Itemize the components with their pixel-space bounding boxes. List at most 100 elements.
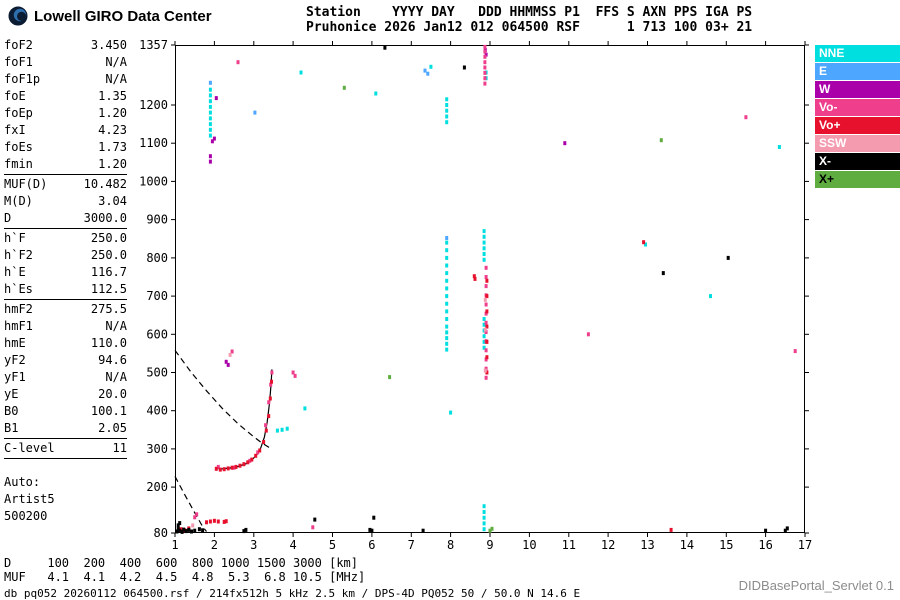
echo-point-nne <box>445 120 449 125</box>
x-tick-label: 13 <box>640 538 654 552</box>
y-tick-label: 500 <box>146 366 168 380</box>
echo-point-nne <box>445 278 449 283</box>
echo-point-vo <box>267 414 271 419</box>
echo-point-vo <box>484 311 488 316</box>
echo-point-vo <box>248 458 252 463</box>
echo-point-vo <box>216 464 220 469</box>
echo-point-vo <box>236 60 240 65</box>
echo-point-vo <box>226 466 230 471</box>
trace-low-frequency-dashed <box>174 476 207 532</box>
dmuf-table: D 100 200 400 600 800 1000 1500 3000 [km… <box>4 556 366 584</box>
echo-point-vo <box>262 440 266 444</box>
y-tick-label: 300 <box>146 442 168 456</box>
parameter-label: yE <box>4 387 19 401</box>
echo-point-x <box>178 528 182 533</box>
parameter-value: N/A <box>105 370 127 384</box>
echo-point-w <box>563 141 567 146</box>
echo-point-vo <box>214 466 218 471</box>
parameter-row-hmf2: hmF2 275.5 <box>4 301 127 318</box>
echo-point-nne <box>445 324 449 329</box>
echo-point-x <box>783 528 787 533</box>
echo-point-vo <box>264 423 268 428</box>
echo-point-nne <box>280 427 284 432</box>
echo-point-nne <box>709 294 712 299</box>
x-tick-label: 8 <box>447 538 454 552</box>
echo-point-nne <box>482 322 486 327</box>
legend-item-vo: Vo- <box>815 99 900 116</box>
parameter-value: 10.482 <box>83 177 127 191</box>
parameter-value: 250.0 <box>90 231 127 245</box>
echo-point-nne <box>482 257 486 262</box>
echo-point-e <box>208 80 212 85</box>
echo-point-nne <box>208 104 212 109</box>
echo-point-x <box>368 527 372 532</box>
echo-point-nne <box>445 309 449 314</box>
echo-point-vo <box>484 330 488 334</box>
parameter-label: yF2 <box>4 353 26 367</box>
echo-point-nne <box>208 87 212 92</box>
echo-point-nne <box>445 341 449 346</box>
legend-item-vo: Vo+ <box>815 117 900 134</box>
echo-point-e <box>445 236 449 240</box>
parameter-row-fof2: foF2 3.450 <box>4 37 127 54</box>
echo-point-x <box>726 255 730 260</box>
echo-point-x <box>785 526 789 531</box>
x-tick-label: 2 <box>211 538 218 552</box>
parameter-value: 112.5 <box>90 282 127 296</box>
y-tick-label: 600 <box>146 327 168 341</box>
echo-point-nne <box>644 242 647 247</box>
legend-item-nne: NNE <box>815 45 900 62</box>
legend-item-x: X+ <box>815 171 900 188</box>
echo-point-x <box>421 528 425 533</box>
echo-point-vo <box>483 70 487 75</box>
echo-point-nne <box>445 301 449 306</box>
parameter-row-d: D 3000.0 <box>4 210 127 227</box>
echo-point-nne <box>208 133 212 138</box>
parameter-value: 250.0 <box>90 248 127 262</box>
parameter-label: hmF1 <box>4 319 33 333</box>
echo-point-x <box>197 527 201 532</box>
echo-point-vo <box>793 349 797 354</box>
parameter-row-hmf1: hmF1 N/A <box>4 318 127 335</box>
parameter-group: Auto: Artist5 500200 <box>4 473 127 526</box>
echo-point-x <box>193 528 197 533</box>
parameter-label: Artist5 <box>4 492 55 506</box>
echo-point-vo <box>484 348 488 353</box>
echo-point-nne <box>482 515 486 520</box>
echo-point-vo <box>291 370 295 375</box>
parameter-value: 1.20 <box>98 106 127 120</box>
echo-point-vo <box>484 265 488 270</box>
parameter-label: h`Es <box>4 282 33 296</box>
echo-point-vo <box>483 54 487 59</box>
station-header: Station YYYY DAY DDD HHMMSS P1 FFS S AXN… <box>306 5 752 35</box>
parameter-value: 275.5 <box>90 302 127 316</box>
echo-point-x <box>190 529 193 534</box>
parameter-value: 1.20 <box>98 157 127 171</box>
lowell-giro-logo-icon <box>8 6 28 26</box>
echo-point-vo <box>485 370 489 375</box>
echo-point-e <box>253 110 257 115</box>
echo-point-vo <box>586 332 590 337</box>
parameter-row-b1: B1 2.05 <box>4 420 127 437</box>
echo-point-nne <box>445 114 449 119</box>
parameter-group: hmF2 275.5 hmF1 N/A hmE 110.0 yF2 94.6 yF1 N/A yE 2… <box>4 300 127 439</box>
y-tick-label: 80 <box>154 526 168 540</box>
echo-point-x <box>370 528 374 533</box>
x-tick-label: 9 <box>486 538 493 552</box>
echo-point-vo <box>246 460 250 465</box>
echo-point-x <box>388 375 392 380</box>
parameter-row-c-level: C-level 11 <box>4 440 127 457</box>
ionogram-chart: 1 2 3 4 5 6 7 8 9 10 11 12 13 14 15 16 17 1357 1200 1100 100… <box>139 38 812 552</box>
echo-point-nne <box>445 103 449 107</box>
echo-point-nne <box>482 339 486 344</box>
echo-point-vo <box>208 519 212 524</box>
echo-point-x <box>176 527 180 532</box>
echo-point-nne <box>208 127 212 132</box>
plot-frame <box>175 45 805 533</box>
station-header-line1: Station YYYY DAY DDD HHMMSS P1 FFS S AXN… <box>306 5 753 20</box>
echo-point-x <box>462 65 466 70</box>
parameter-row-fof1p: foF1p N/A <box>4 71 127 88</box>
parameter-label: foEp <box>4 106 33 120</box>
echo-point-nne <box>208 93 212 98</box>
parameter-label: yF1 <box>4 370 26 384</box>
